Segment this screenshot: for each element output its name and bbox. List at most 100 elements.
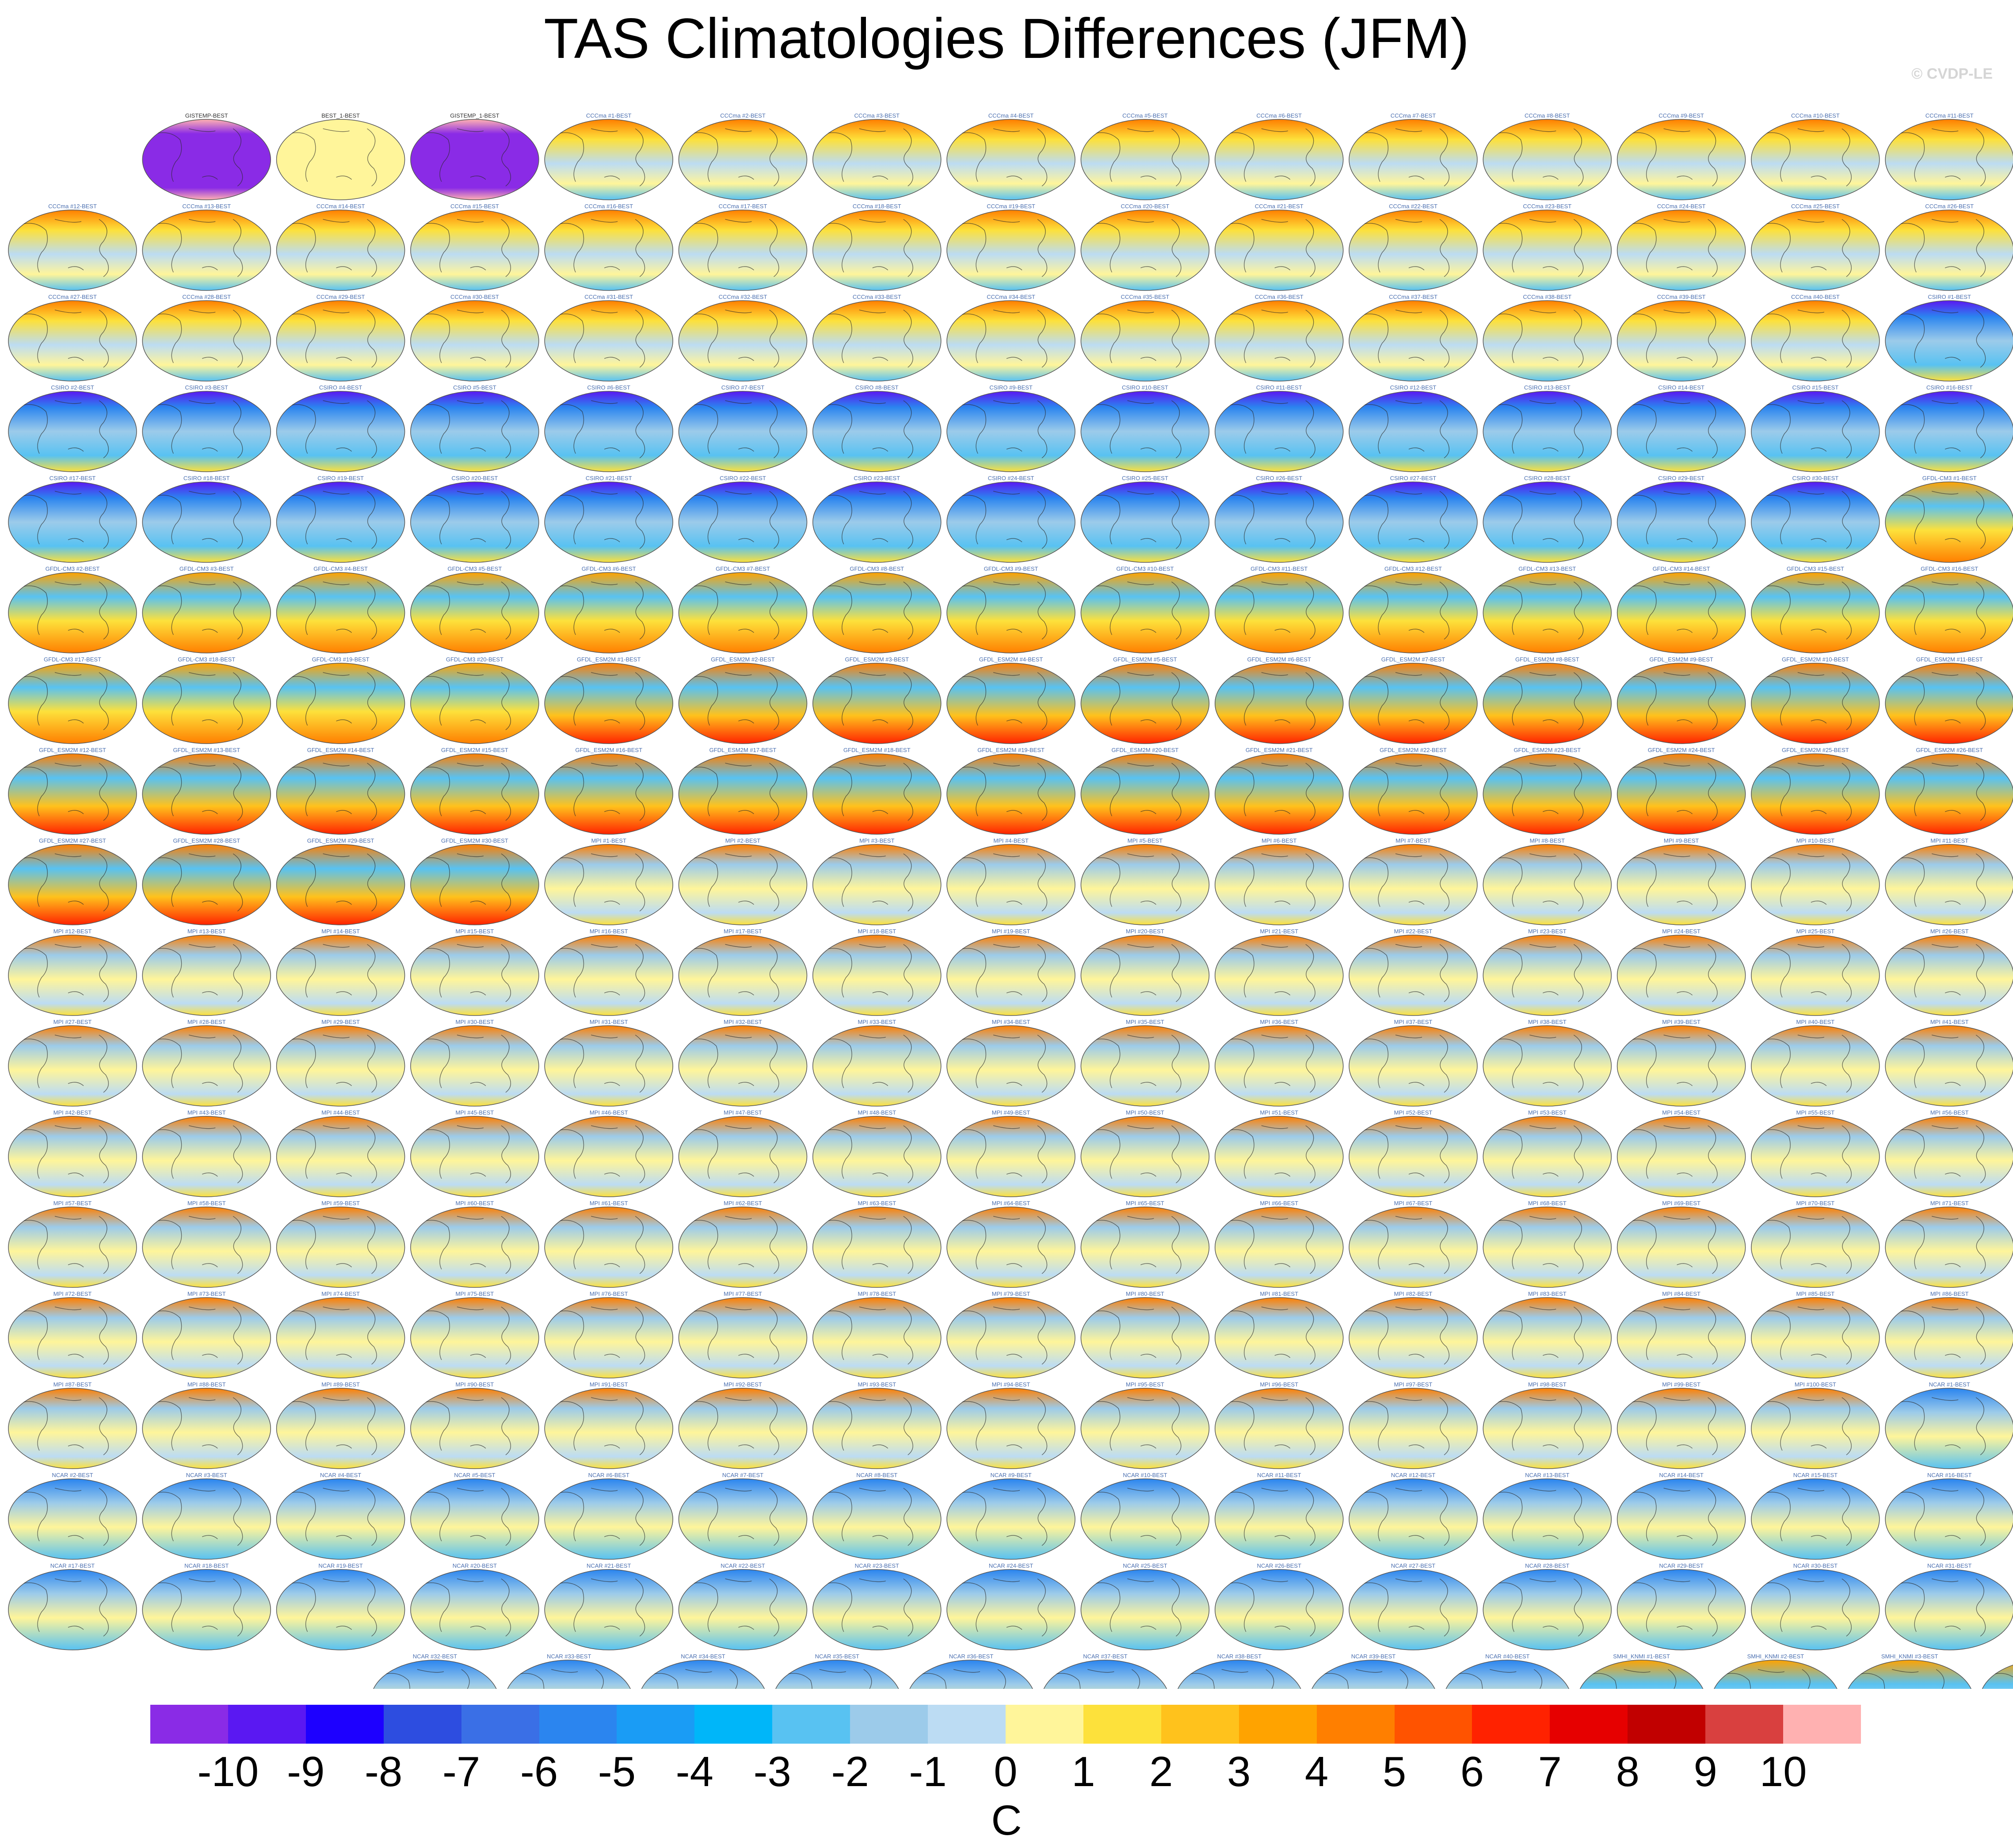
map-panel: NCAR #10-BEST [1080,1472,1210,1560]
map-panel: CSIRO #30-BEST [1751,475,1880,563]
coastline [828,944,913,1002]
map-panel: NCAR #2-BEST [8,1472,137,1560]
map-panel: CCCma #21-BEST [1214,203,1344,291]
coastline [292,491,377,549]
coastline [694,491,779,549]
map-panel: CSIRO #4-BEST [276,384,405,472]
map-panel: GISTEMP-BEST [142,112,271,200]
map-panel-title: MPI #90-BEST [456,1381,494,1388]
map-panel: CCCma #1-BEST [544,112,673,200]
map-panel-title: GFDL_ESM2M #13-BEST [173,747,240,753]
map-panel-title: MPI #45-BEST [456,1109,494,1116]
map-panel-title: GFDL_ESM2M #24-BEST [1648,747,1715,753]
colorbar-swatch [383,1705,462,1744]
map-panel-field [1349,119,1478,200]
map-panel: CCCma #13-BEST [142,203,271,291]
map-panel-field [812,119,942,200]
map-panel-field [507,1660,631,1689]
coastline [1230,1125,1315,1184]
map-panel: NCAR #38-BEST [1177,1653,1301,1689]
coastline [158,309,243,368]
map-panel: CCCma #15-BEST [410,203,539,291]
map-panel-title: GFDL-CM3 #18-BEST [178,656,235,663]
map-panel: CCCma #40-BEST [1751,294,1880,382]
map-panel-title: NCAR #26-BEST [1257,1562,1301,1569]
coastline [962,1488,1048,1546]
coastline [1632,1578,1718,1637]
map-panel-field [1751,935,1880,1016]
map-panel-title: NCAR #22-BEST [721,1562,765,1569]
map-panel-title: CSIRO #19-BEST [317,475,364,481]
map-panel-field [1483,300,1612,382]
map-panel-field [276,1116,405,1197]
map-panel: CSIRO #8-BEST [812,384,942,472]
map-panel-title: MPI #55-BEST [1796,1109,1835,1116]
coastline [158,1216,243,1274]
map-panel: SMHI_KNMI #4-BEST [1982,1665,2013,1689]
map-panel-title: MPI #49-BEST [992,1109,1030,1116]
coastline [1498,763,1584,821]
map-panel-field [276,1025,405,1107]
colorbar-swatch [1239,1705,1317,1744]
map-panel: CCCma #38-BEST [1483,294,1612,382]
map-panel-title: MPI #60-BEST [456,1200,494,1207]
map-panel-field [1483,572,1612,653]
coastline [1901,853,1986,912]
map-panel: CCCma #17-BEST [678,203,808,291]
map-panel-title: MPI #39-BEST [1662,1019,1700,1025]
map-panel-field [1214,1207,1344,1288]
map-panel-title: NCAR #12-BEST [1391,1472,1435,1478]
map-panel: CSIRO #24-BEST [946,475,1075,563]
map-panel-field [410,210,539,291]
map-panel-field [812,1478,942,1560]
map-panel-field [1885,391,2013,472]
map-panel-field [544,935,673,1016]
map-panel-field [1080,844,1210,925]
map-panel-title: MPI #48-BEST [858,1109,896,1116]
map-panel-title: NCAR #33-BEST [547,1653,591,1660]
map-panel: NCAR #6-BEST [544,1472,673,1560]
map-panel: NCAR #37-BEST [1043,1653,1167,1689]
map-panel: MPI #66-BEST [1214,1200,1344,1288]
colorbar-tick-label: -2 [831,1748,869,1795]
coastline [292,309,377,368]
map-panel: CCCma #5-BEST [1080,112,1210,200]
coastline [1632,400,1718,458]
map-panel-field [544,1569,673,1650]
coastline [962,1216,1048,1274]
map-panel: CSIRO #1-BEST [1885,294,2013,382]
map-panel-title: CSIRO #12-BEST [1390,384,1437,391]
map-panel-title: NCAR #31-BEST [1927,1562,1971,1569]
map-panel-field [8,1569,137,1650]
map-panel-title: GFDL_ESM2M #26-BEST [1916,747,1983,753]
map-panel-title: CCCma #20-BEST [1121,203,1169,210]
map-panel-field [276,391,405,472]
map-panel-field [1349,391,1478,472]
colorbar-swatch [150,1705,229,1744]
map-panel-title: CCCma #24-BEST [1657,203,1706,210]
coastline [694,1125,779,1184]
map-panel-title: CSIRO #30-BEST [1792,475,1839,481]
map-panel-field [1080,391,1210,472]
coastline [158,1035,243,1093]
map-panel-field [8,844,137,925]
map-panel-title: BEST_1-BEST [321,112,360,119]
map-panel: MPI #79-BEST [946,1291,1075,1378]
map-panel-field [1751,572,1880,653]
map-panel: MPI #29-BEST [276,1019,405,1107]
map-panel: GFDL-CM3 #7-BEST [678,565,808,653]
map-panel-field [1885,1116,2013,1197]
map-panel-title: GFDL_ESM2M #20-BEST [1112,747,1179,753]
map-panel: MPI #100-BEST [1751,1381,1880,1469]
map-panel: MPI #15-BEST [410,928,539,1016]
map-panel-field [1885,119,2013,200]
coastline [1901,219,1986,277]
map-panel-field [1751,844,1880,925]
colorbar-tick-label: -5 [598,1748,636,1795]
map-panel-title: CSIRO #14-BEST [1658,384,1704,391]
map-panel-title: CSIRO #23-BEST [854,475,900,481]
coastline [560,1578,645,1637]
map-panel: SMHI_KNMI #3-BEST [1848,1653,1971,1689]
colorbar-swatch [1550,1705,1628,1744]
map-panel: MPI #45-BEST [410,1109,539,1197]
